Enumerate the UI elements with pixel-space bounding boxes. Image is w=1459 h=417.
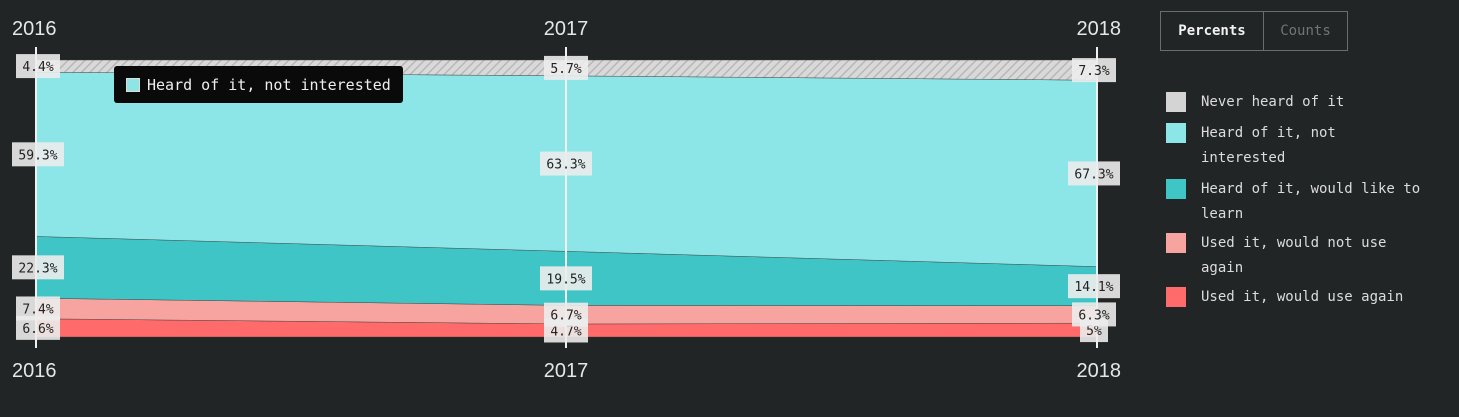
x-tick-bottom-2017: 2017 — [544, 360, 589, 382]
x-tick-top-2017: 2017 — [544, 18, 589, 40]
data-label-box — [540, 151, 592, 176]
data-label-box — [12, 255, 64, 280]
data-label-text: 19.5% — [546, 272, 585, 287]
legend-item-heard-of-it-not-interested[interactable]: Heard of it, not interested — [1166, 121, 1426, 171]
data-label-text: 6.7% — [550, 309, 581, 324]
data-label-text: 5% — [1086, 324, 1102, 339]
data-label-box — [12, 142, 64, 167]
data-label-heard-of-it-would-like-to-learn-2016: 22.3% — [12, 255, 64, 280]
legend-item-heard-of-it-would-like-to-learn[interactable]: Heard of it, would like to learn — [1166, 177, 1426, 227]
data-label-box — [544, 55, 588, 80]
data-label-box — [544, 302, 588, 327]
data-label-heard-of-it-not-interested-2016: 59.3% — [12, 142, 64, 167]
tooltip-label: Heard of it, not interested — [147, 75, 391, 94]
data-label-heard-of-it-would-like-to-learn-2017: 19.5% — [540, 266, 592, 291]
data-label-text: 63.3% — [546, 158, 585, 173]
view-toggle: Percents Counts — [1160, 11, 1348, 51]
data-label-never-heard-of-it-2017: 5.7% — [544, 55, 588, 80]
legend-label: Used it, would not use again — [1201, 235, 1387, 276]
data-label-text: 4.4% — [22, 60, 53, 75]
data-label-never-heard-of-it-2018: 7.3% — [1072, 58, 1116, 83]
data-label-used-it-would-not-use-again-2016: 7.4% — [16, 296, 60, 321]
data-label-text: 7.3% — [1078, 64, 1109, 79]
legend-swatch — [1166, 179, 1186, 199]
tooltip-swatch — [126, 77, 140, 92]
x-tick-top-2016: 2016 — [12, 18, 57, 40]
legend-item-used-it-would-not-use-again[interactable]: Used it, would not use again — [1166, 231, 1426, 281]
x-tick-top-2018: 2018 — [1077, 18, 1122, 40]
legend-item-never-heard-of-it[interactable]: Never heard of it — [1166, 90, 1426, 115]
x-tick-bottom-2018: 2018 — [1077, 360, 1122, 382]
data-label-heard-of-it-would-like-to-learn-2018: 14.1% — [1068, 274, 1120, 299]
data-label-text: 22.3% — [18, 261, 57, 276]
data-label-text: 6.3% — [1078, 308, 1109, 323]
legend-label: Used it, would use again — [1201, 289, 1404, 305]
data-label-box — [1068, 161, 1120, 186]
data-label-text: 5.7% — [550, 62, 581, 77]
data-label-text: 59.3% — [18, 148, 57, 163]
legend-swatch — [1166, 92, 1186, 112]
data-label-box — [1072, 302, 1116, 327]
x-tick-bottom-2016: 2016 — [12, 360, 57, 382]
data-label-text: 6.6% — [22, 322, 53, 337]
legend-label: Never heard of it — [1201, 94, 1345, 110]
data-label-text: 4.7% — [550, 324, 581, 339]
data-label-box — [1068, 274, 1120, 299]
legend-item-used-it-would-use-again[interactable]: Used it, would use again — [1166, 285, 1426, 310]
legend-swatch — [1166, 123, 1186, 143]
legend-swatch — [1166, 287, 1186, 307]
data-label-box — [1072, 58, 1116, 83]
data-label-used-it-would-not-use-again-2017: 6.7% — [544, 302, 588, 327]
data-label-heard-of-it-not-interested-2017: 63.3% — [540, 151, 592, 176]
data-label-text: 14.1% — [1074, 280, 1113, 295]
data-label-box — [16, 296, 60, 321]
legend-label: Heard of it, not interested — [1201, 125, 1336, 166]
data-label-never-heard-of-it-2016: 4.4% — [16, 54, 60, 79]
data-label-text: 67.3% — [1074, 167, 1113, 182]
legend-label: Heard of it, would like to learn — [1201, 181, 1421, 222]
data-label-box — [540, 266, 592, 291]
hover-tooltip: Heard of it, not interested — [114, 66, 403, 103]
stacked-area-chart: 2016 2016 2017 2017 2018 2018 6.6% 4.7% 5% 7.4% 6… — [12, 18, 1122, 382]
percents-toggle-button[interactable]: Percents — [1161, 12, 1264, 50]
chart-legend: Never heard of it Heard of it, not intere… — [1166, 90, 1426, 310]
data-label-box — [16, 54, 60, 79]
legend-swatch — [1166, 233, 1186, 253]
counts-toggle-button[interactable]: Counts — [1280, 23, 1331, 39]
data-label-text: 7.4% — [22, 302, 53, 317]
data-label-heard-of-it-not-interested-2018: 67.3% — [1068, 161, 1120, 186]
data-label-used-it-would-not-use-again-2018: 6.3% — [1072, 302, 1116, 327]
